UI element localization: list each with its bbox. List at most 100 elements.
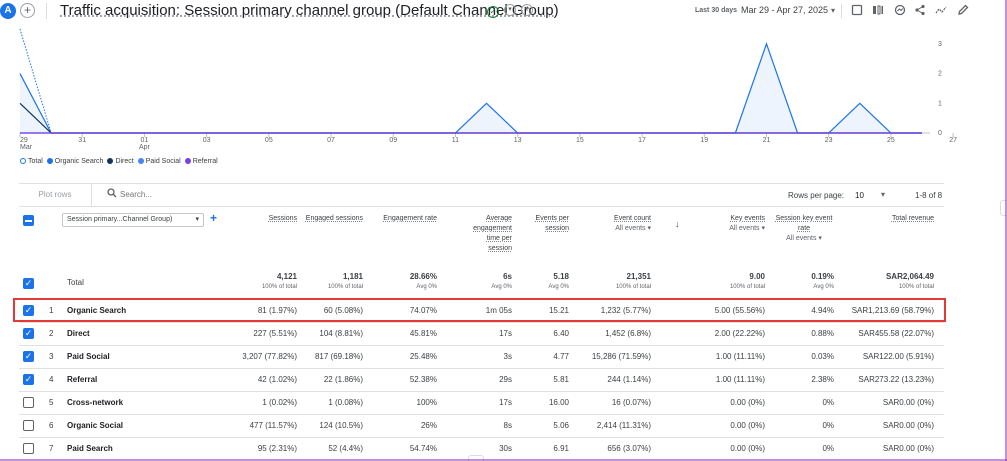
row-dimension-value[interactable]: Cross-network <box>67 398 124 407</box>
add-comparison-button[interactable]: + <box>20 3 35 18</box>
total-value: SAR2,064.49 <box>885 272 934 281</box>
total-subtext: 100% of total <box>261 284 297 290</box>
metric-cell: 8s <box>503 421 512 430</box>
row-index: 3 <box>49 352 54 361</box>
metric-filter-select[interactable]: All events ▾ <box>615 225 651 232</box>
legend-item[interactable]: Referral <box>184 158 218 165</box>
row-dimension-value[interactable]: Referral <box>67 375 98 384</box>
add-dimension-button[interactable]: + <box>210 211 218 225</box>
legend-swatch <box>107 158 114 164</box>
plot-rows-button[interactable]: Plot rows <box>19 184 92 206</box>
row-dimension-value[interactable]: Paid Search <box>67 444 113 453</box>
chart-legend: Total Organic Search Direct Paid Social Refe… <box>20 158 222 165</box>
table-row[interactable] <box>19 437 944 460</box>
metric-cell: 0.00 (0%) <box>730 421 765 430</box>
comment-icon[interactable] <box>850 4 864 18</box>
metric-cell: 817 (69.18%) <box>314 352 363 361</box>
trend-icon[interactable] <box>934 4 948 18</box>
sort-arrow-icon[interactable]: ↓ <box>675 219 680 229</box>
column-header[interactable]: Session key event rate All events ▾ <box>774 214 834 244</box>
totals-checkbox[interactable]: ✓ <box>23 278 34 289</box>
chevron-down-icon[interactable]: ▾ <box>830 6 835 15</box>
row-checkbox[interactable]: ✓ <box>23 305 34 316</box>
legend-item[interactable]: Total <box>20 158 43 165</box>
metric-cell: 0% <box>822 421 834 430</box>
check-circle-icon[interactable]: ✓ <box>487 6 499 18</box>
legend-item[interactable]: Organic Search <box>46 158 103 165</box>
metric-cell: 74.07% <box>409 306 437 315</box>
compare-icon[interactable] <box>871 4 885 18</box>
row-dimension-value[interactable]: Organic Social <box>67 421 124 430</box>
metric-cell: 0.00 (0%) <box>730 398 765 407</box>
divider <box>841 4 842 18</box>
total-subtext: Avg 0% <box>813 284 834 290</box>
row-checkbox[interactable]: ✓ <box>23 351 34 362</box>
metric-cell: 1 (0.08%) <box>328 398 363 407</box>
search-input[interactable] <box>120 190 320 199</box>
chevron-down-icon: ▾ <box>195 216 199 223</box>
table-row[interactable] <box>19 322 944 345</box>
side-panel-handle[interactable] <box>1000 200 1007 216</box>
metric-cell: 1.00 (11.11%) <box>715 375 765 384</box>
metric-cell: SAR273.22 (13.23%) <box>858 375 934 384</box>
add-filter-button[interactable]: + <box>521 4 533 16</box>
column-header[interactable]: Events per session <box>533 214 569 234</box>
x-tick-label: 15 <box>576 137 584 144</box>
row-checkbox[interactable] <box>23 420 34 431</box>
chevron-down-icon[interactable]: ▾ <box>881 190 886 199</box>
legend-swatch <box>20 158 26 164</box>
metric-cell: 52 (4.4%) <box>328 444 363 453</box>
select-all-checkbox[interactable] <box>23 215 34 226</box>
row-dimension-value[interactable]: Direct <box>67 329 90 338</box>
insights-icon[interactable] <box>893 4 907 18</box>
metric-cell: 5.06 <box>553 421 569 430</box>
column-header[interactable]: Event count All events ▾ <box>581 214 651 234</box>
row-checkbox[interactable]: ✓ <box>23 374 34 385</box>
row-dimension-value[interactable]: Organic Search <box>67 306 127 315</box>
row-checkbox[interactable]: ✓ <box>23 328 34 339</box>
metric-cell: 0% <box>822 398 834 407</box>
row-checkbox[interactable] <box>23 443 34 454</box>
x-tick-label: 21 <box>763 137 771 144</box>
chevron-down-icon[interactable]: ▾ <box>504 4 516 16</box>
rows-per-page-select[interactable]: 10 <box>855 191 864 200</box>
legend-label: Referral <box>192 158 218 165</box>
column-header[interactable]: Sessions <box>227 214 297 224</box>
metric-cell: 1m 05s <box>485 306 512 315</box>
column-header[interactable]: Average engagement time per session <box>462 214 512 254</box>
x-tick-label: 31 <box>78 137 86 144</box>
row-checkbox[interactable] <box>23 397 34 408</box>
table-row[interactable] <box>19 368 944 391</box>
date-range[interactable]: Mar 29 - Apr 27, 2025 <box>741 5 829 15</box>
legend-item[interactable]: Paid Social <box>137 158 181 165</box>
column-header[interactable]: Engagement rate <box>367 214 437 224</box>
table-row[interactable] <box>19 414 944 437</box>
page-title[interactable]: Traffic acquisition: Session primary cha… <box>60 2 559 19</box>
x-tick-label: 03 <box>203 137 211 144</box>
totals-label: Total <box>67 278 84 287</box>
x-tick-label: 09 <box>389 137 397 144</box>
column-header-label: Engagement rate <box>383 215 437 222</box>
metric-cell: SAR0.00 (0%) <box>882 444 934 453</box>
column-header[interactable]: Engaged sessions <box>293 214 363 224</box>
row-dimension-value[interactable]: Paid Social <box>67 352 110 361</box>
share-icon[interactable] <box>913 4 927 18</box>
metric-cell: 0% <box>822 444 834 453</box>
edit-icon[interactable] <box>956 4 970 18</box>
table-row[interactable] <box>19 391 944 414</box>
table-row[interactable] <box>19 345 944 368</box>
column-header[interactable]: Total revenue <box>864 214 934 224</box>
column-header[interactable]: Key events All events ▾ <box>695 214 765 234</box>
window-border <box>1005 0 1007 461</box>
date-preset-label[interactable]: Last 30 days <box>695 7 738 14</box>
metric-cell: 3s <box>503 352 512 361</box>
legend-item[interactable]: Direct <box>107 158 134 165</box>
metric-filter-select[interactable]: All events ▾ <box>786 235 822 242</box>
metric-filter-select[interactable]: All events ▾ <box>729 225 765 232</box>
dimension-select[interactable]: Session primary...Channel Group) ▾ <box>62 213 204 227</box>
metric-cell: SAR122.00 (5.91%) <box>862 352 934 361</box>
bottom-handle[interactable] <box>468 455 484 461</box>
avatar[interactable]: A <box>0 3 16 19</box>
metric-cell: 52.38% <box>409 375 437 384</box>
